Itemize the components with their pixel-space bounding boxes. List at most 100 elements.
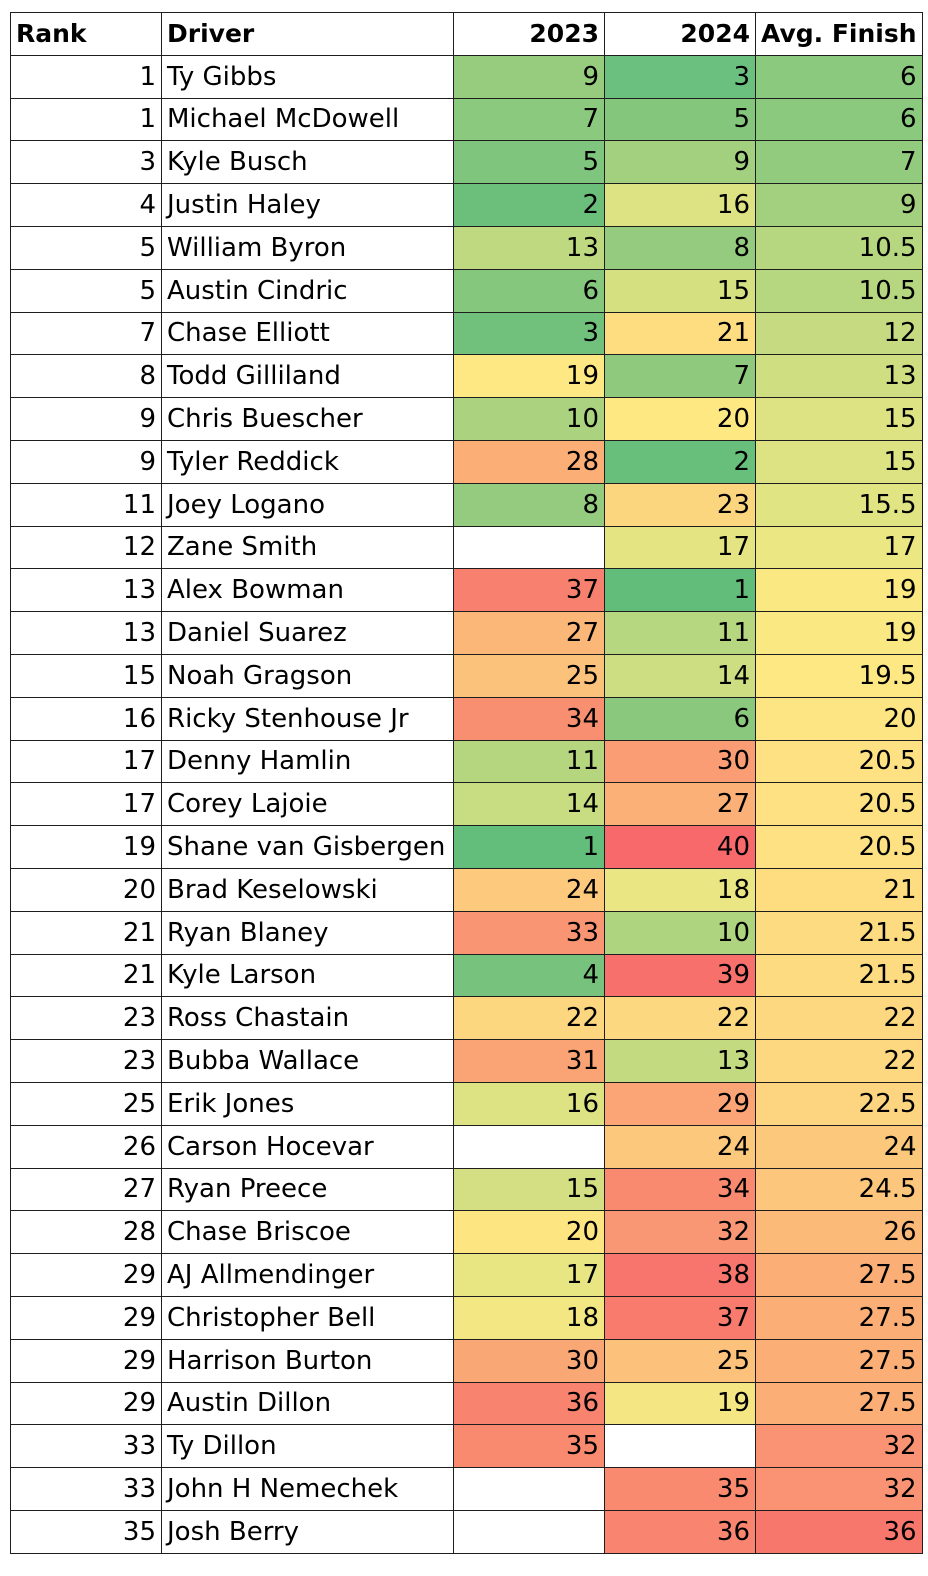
year-2024-cell[interactable]: 11 [604,611,756,655]
year-2024-cell[interactable]: 34 [604,1167,756,1212]
rank-cell[interactable]: 13 [10,568,162,613]
driver-cell[interactable]: Ricky Stenhouse Jr [161,696,454,741]
year-2024-cell[interactable]: 6 [604,696,756,741]
driver-cell[interactable]: Noah Gragson [161,653,454,698]
avg-finish-cell[interactable]: 32 [755,1467,923,1511]
year-2023-cell[interactable]: 22 [453,996,605,1041]
year-2023-cell[interactable]: 8 [453,482,605,527]
rank-cell[interactable]: 25 [10,1081,162,1126]
year-2023-cell[interactable]: 14 [453,782,605,827]
avg-finish-cell[interactable]: 21.5 [755,953,923,998]
year-2024-cell[interactable]: 15 [604,268,756,313]
year-2023-cell[interactable]: 11 [453,739,605,784]
driver-cell[interactable]: Ty Gibbs [161,54,454,99]
rank-cell[interactable]: 19 [10,825,162,869]
year-2023-cell[interactable]: 31 [453,1039,605,1083]
avg-finish-cell[interactable]: 15.5 [755,482,923,527]
driver-cell[interactable]: Ryan Preece [161,1167,454,1212]
driver-cell[interactable]: Kyle Busch [161,140,454,185]
year-2023-cell[interactable]: 24 [453,867,605,912]
year-2023-cell[interactable]: 25 [453,653,605,698]
avg-finish-cell[interactable]: 19 [755,568,923,613]
avg-finish-cell[interactable]: 21 [755,867,923,912]
year-2024-cell[interactable]: 38 [604,1253,756,1297]
year-2024-cell[interactable]: 13 [604,1039,756,1083]
year-2023-cell[interactable]: 37 [453,568,605,613]
year-2024-cell[interactable]: 16 [604,183,756,227]
year-2024-cell[interactable]: 24 [604,1124,756,1169]
driver-cell[interactable]: Joey Logano [161,482,454,527]
year-2024-cell[interactable]: 9 [604,140,756,185]
year-2024-cell[interactable]: 2 [604,439,756,484]
avg-finish-cell[interactable]: 6 [755,97,923,142]
rank-cell[interactable]: 29 [10,1295,162,1340]
avg-finish-cell[interactable]: 6 [755,54,923,99]
year-2023-cell[interactable]: 9 [453,54,605,99]
driver-cell[interactable]: Austin Cindric [161,268,454,313]
year-2023-cell[interactable]: 33 [453,910,605,955]
avg-finish-cell[interactable]: 27.5 [755,1253,923,1297]
year-2023-cell[interactable]: 28 [453,439,605,484]
rank-cell[interactable]: 29 [10,1338,162,1383]
year-2024-cell[interactable]: 17 [604,525,756,570]
avg-finish-cell[interactable]: 20.5 [755,739,923,784]
year-2023-cell[interactable]: 35 [453,1424,605,1469]
avg-finish-cell[interactable]: 12 [755,311,923,356]
year-2024-cell[interactable]: 18 [604,867,756,912]
rank-cell[interactable]: 12 [10,525,162,570]
year-2023-cell[interactable]: 2 [453,183,605,227]
avg-finish-cell[interactable]: 22.5 [755,1081,923,1126]
rank-cell[interactable]: 27 [10,1167,162,1212]
avg-finish-cell[interactable]: 17 [755,525,923,570]
year-2024-header[interactable]: 2024 [604,12,756,56]
year-2023-cell[interactable]: 18 [453,1295,605,1340]
year-2023-cell[interactable]: 7 [453,97,605,142]
driver-cell[interactable]: Denny Hamlin [161,739,454,784]
driver-cell[interactable]: Josh Berry [161,1509,454,1554]
rank-cell[interactable]: 8 [10,354,162,399]
avg-finish-cell[interactable]: 36 [755,1509,923,1554]
rank-cell[interactable]: 1 [10,54,162,99]
avg-finish-cell[interactable]: 15 [755,439,923,484]
year-2024-cell[interactable]: 23 [604,482,756,527]
year-2024-cell[interactable]: 30 [604,739,756,784]
year-2024-cell[interactable]: 37 [604,1295,756,1340]
avg-finish-cell[interactable]: 21.5 [755,910,923,955]
avg-finish-cell[interactable]: 7 [755,140,923,185]
year-2024-cell[interactable]: 7 [604,354,756,399]
avg-finish-cell[interactable]: 19.5 [755,653,923,698]
rank-cell[interactable]: 9 [10,439,162,484]
rank-cell[interactable]: 21 [10,910,162,955]
avg-finish-cell[interactable]: 19 [755,611,923,655]
avg-finish-cell[interactable]: 26 [755,1210,923,1255]
driver-cell[interactable]: Chase Elliott [161,311,454,356]
year-2024-cell[interactable]: 14 [604,653,756,698]
driver-cell[interactable]: Christopher Bell [161,1295,454,1340]
rank-cell[interactable]: 13 [10,611,162,655]
rank-cell[interactable]: 35 [10,1509,162,1554]
driver-cell[interactable]: Zane Smith [161,525,454,570]
year-2024-cell[interactable]: 27 [604,782,756,827]
year-2023-cell[interactable]: 30 [453,1338,605,1383]
driver-cell[interactable]: Austin Dillon [161,1381,454,1426]
driver-cell[interactable]: Corey Lajoie [161,782,454,827]
rank-cell[interactable]: 9 [10,397,162,441]
rank-cell[interactable]: 3 [10,140,162,185]
avg-finish-cell[interactable]: 15 [755,397,923,441]
avg-finish-cell[interactable]: 13 [755,354,923,399]
rank-cell[interactable]: 29 [10,1381,162,1426]
avg-finish-cell[interactable]: 27.5 [755,1338,923,1383]
rank-cell[interactable]: 20 [10,867,162,912]
driver-cell[interactable]: Justin Haley [161,183,454,227]
rank-cell[interactable]: 21 [10,953,162,998]
rank-cell[interactable]: 23 [10,1039,162,1083]
rank-cell[interactable]: 33 [10,1424,162,1469]
avg-finish-cell[interactable]: 27.5 [755,1295,923,1340]
avg-finish-cell[interactable]: 32 [755,1424,923,1469]
driver-cell[interactable]: Harrison Burton [161,1338,454,1383]
rank-cell[interactable]: 11 [10,482,162,527]
rank-cell[interactable]: 1 [10,97,162,142]
driver-cell[interactable]: Michael McDowell [161,97,454,142]
year-2023-cell[interactable]: 5 [453,140,605,185]
rank-cell[interactable]: 23 [10,996,162,1041]
